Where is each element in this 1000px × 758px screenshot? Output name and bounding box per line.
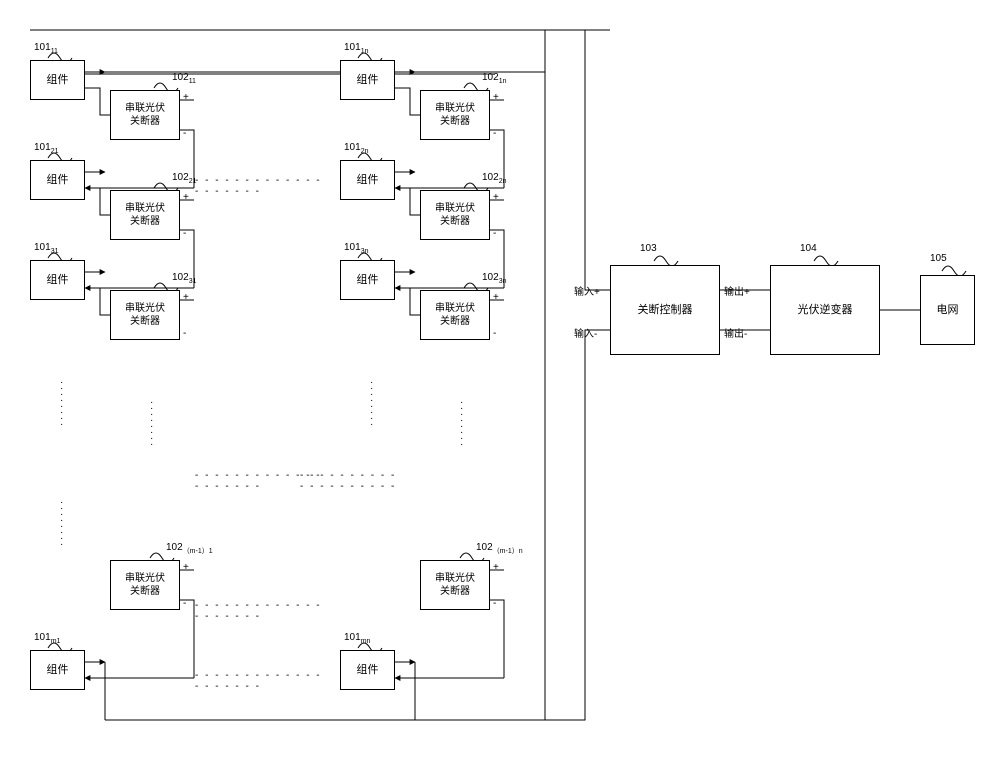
minus: - <box>183 128 186 139</box>
port-label: 输出+ <box>724 283 750 298</box>
switch-box: 串联光伏 关断器 <box>420 560 490 610</box>
component-box: 组件 <box>340 160 395 200</box>
ref-label: 1023n <box>482 272 506 285</box>
minus: - <box>183 598 186 609</box>
port-label: 输入- <box>574 325 597 340</box>
inverter-box: 光伏逆变器 <box>770 265 880 355</box>
ellipsis-vertical: ········ <box>370 380 375 440</box>
plus: + <box>493 562 499 573</box>
plus: + <box>493 92 499 103</box>
switch-box: 串联光伏 关断器 <box>110 90 180 140</box>
component-box: 组件 <box>30 160 85 200</box>
ref-label: 101mn <box>344 632 370 645</box>
ref-label: 10131 <box>34 242 58 255</box>
plus: + <box>183 92 189 103</box>
ref-label: 103 <box>640 243 657 254</box>
ref-label: 10111 <box>34 42 58 55</box>
ellipsis: - - - - - - - - - - - - - - - - - - - - <box>195 600 325 622</box>
switch-box: 串联光伏 关断器 <box>110 560 180 610</box>
plus: + <box>183 192 189 203</box>
plus: + <box>493 292 499 303</box>
port-label: 输入+ <box>574 283 600 298</box>
ref-label: 102（m-1）1 <box>166 542 213 556</box>
ref-label: 1021n <box>482 72 506 85</box>
switch-box: 串联光伏 关断器 <box>420 290 490 340</box>
minus: - <box>183 228 186 239</box>
minus: - <box>493 228 496 239</box>
controller-box: 关断控制器 <box>610 265 720 355</box>
port-label: 输出- <box>724 325 747 340</box>
component-box: 组件 <box>30 650 85 690</box>
grid-box: 电网 <box>920 275 975 345</box>
ref-label: 10231 <box>172 272 196 285</box>
plus: + <box>183 292 189 303</box>
ellipsis-vertical: ········ <box>460 400 465 460</box>
ref-label: 10211 <box>172 72 196 85</box>
ellipsis-vertical: ········ <box>150 400 155 460</box>
ref-label: 104 <box>800 243 817 254</box>
ellipsis-vertical: ········ <box>60 380 65 440</box>
ref-label: 105 <box>930 253 947 264</box>
minus: - <box>493 598 496 609</box>
component-box: 组件 <box>30 60 85 100</box>
ellipsis-vertical: ········ <box>60 500 65 550</box>
component-box: 组件 <box>340 260 395 300</box>
ref-label: 1013n <box>344 242 368 255</box>
plus: + <box>183 562 189 573</box>
ref-label: 1011n <box>344 42 368 55</box>
switch-box: 串联光伏 关断器 <box>110 290 180 340</box>
minus: - <box>493 328 496 339</box>
ref-label: 102（m-1）n <box>476 542 523 556</box>
component-box: 组件 <box>340 60 395 100</box>
minus: - <box>493 128 496 139</box>
switch-box: 串联光伏 关断器 <box>420 90 490 140</box>
ellipsis: - - - - - - - - - - - - - - - - - - - - <box>300 470 400 492</box>
ref-label: 10221 <box>172 172 196 185</box>
minus: - <box>183 328 186 339</box>
ellipsis: - - - - - - - - - - - - - - - - - - - - <box>195 670 325 692</box>
ref-label: 10121 <box>34 142 58 155</box>
switch-box: 串联光伏 关断器 <box>110 190 180 240</box>
ref-label: 1022n <box>482 172 506 185</box>
component-box: 组件 <box>340 650 395 690</box>
switch-box: 串联光伏 关断器 <box>420 190 490 240</box>
component-box: 组件 <box>30 260 85 300</box>
plus: + <box>493 192 499 203</box>
ref-label: 101m1 <box>34 632 60 645</box>
ref-label: 1012n <box>344 142 368 155</box>
ellipsis: - - - - - - - - - - - - - - - - - - - - <box>195 175 325 197</box>
